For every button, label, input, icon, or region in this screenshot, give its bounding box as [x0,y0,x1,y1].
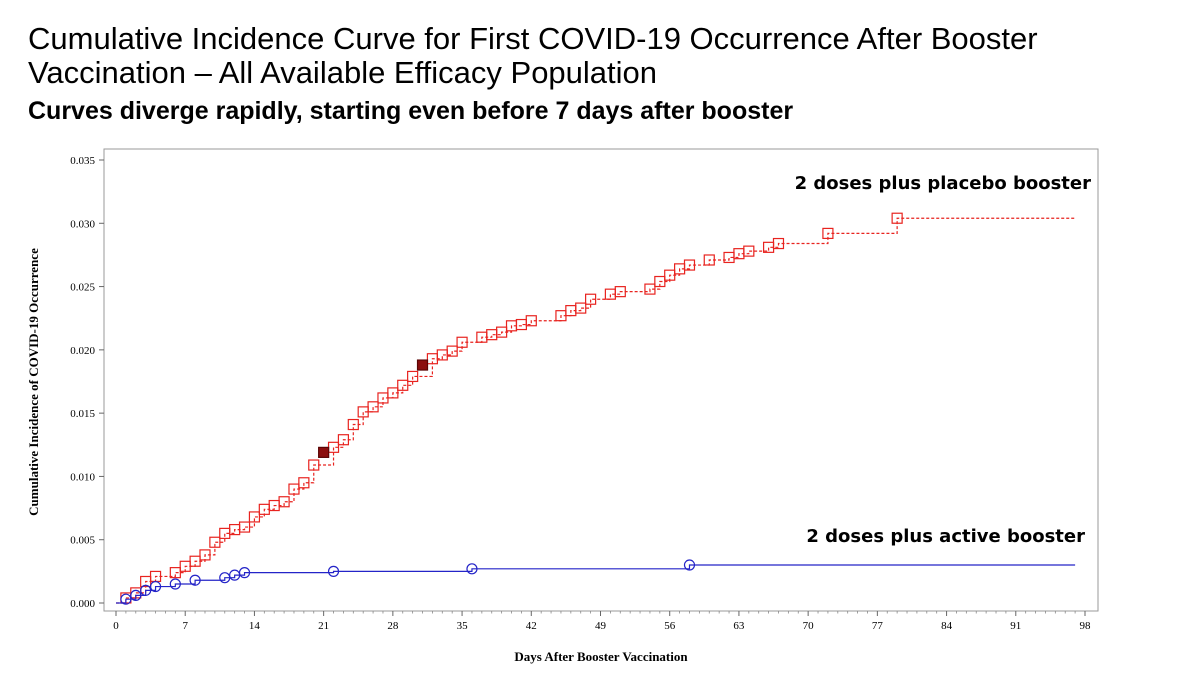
active-censor-marker [189,574,201,586]
placebo-censor-marker [703,254,715,266]
placebo-censor-marker [575,302,587,314]
x-tick-label: 42 [526,620,537,632]
y-tick-label: 0.020 [70,345,95,357]
y-tick-label: 0.005 [70,535,95,547]
x-tick-label: 56 [664,620,676,632]
placebo-censor-marker [308,459,320,471]
placebo-step-line [116,217,1076,604]
active-censor-marker [466,563,478,575]
y-tick-label: 0.035 [70,155,95,167]
placebo-censor-marker [387,387,399,399]
placebo-censor-marker [654,275,666,288]
x-tick-label: 7 [182,620,188,632]
series-layer [116,212,1076,605]
x-tick-label: 91 [1010,620,1021,632]
placebo-censor-marker [248,511,261,523]
axes-layer: 0 7 14 21 28 35 42 49 56 63 70 77 84 91 98 0.000 0.005 0.… [70,155,1091,632]
placebo-censor-marker [822,227,834,240]
placebo-censor-marker [337,434,350,446]
placebo-censor-marker [644,283,656,295]
placebo-highlighted-marker [416,359,429,371]
y-tick-label: 0.030 [70,218,95,230]
placebo-censor-marker [743,245,755,257]
placebo-censor-marker [664,269,676,281]
placebo-censor-marker [288,483,300,495]
placebo-censor-marker [189,555,201,567]
placebo-censor-marker [209,536,221,548]
placebo-censor-marker [347,418,359,431]
placebo-censor-marker [496,326,508,338]
active-series-label: 2 doses plus active booster [806,526,1085,547]
placebo-censor-marker [614,286,626,298]
placebo-censor-marker [367,401,379,413]
y-tick-label: 0.000 [70,598,95,610]
y-tick-label: 0.010 [70,471,95,483]
x-tick-label: 63 [733,620,745,632]
y-tick-label: 0.025 [70,282,95,294]
placebo-censor-marker [891,212,903,224]
placebo-series-label: 2 doses plus placebo booster [795,173,1092,194]
x-tick-label: 14 [249,620,261,632]
x-tick-label: 21 [318,620,329,632]
placebo-censor-marker [772,237,785,250]
placebo-censor-marker [397,379,409,391]
active-censor-marker [327,565,340,577]
placebo-censor-marker [238,521,251,533]
x-tick-label: 98 [1080,620,1092,632]
placebo-censor-marker [298,477,310,489]
active-censor-marker [130,589,142,602]
x-tick-label: 28 [387,620,399,632]
active-censor-marker [683,559,696,571]
chart-title: Cumulative Incidence Curve for First COV… [28,21,1038,90]
placebo-censor-marker [278,496,290,508]
placebo-censor-marker [683,259,696,271]
x-tick-label: 49 [595,620,607,632]
active-step-line [116,564,1076,604]
y-tick-label: 0.015 [70,408,95,420]
x-tick-label: 0 [113,620,119,632]
placebo-censor-marker [169,567,181,579]
placebo-highlighted-marker [318,446,330,458]
x-axis-title: Days After Booster Vaccination [514,649,688,664]
active-censor-marker [169,578,181,590]
active-censor-marker [140,584,152,596]
x-tick-label: 70 [803,620,815,632]
x-tick-label: 84 [941,620,953,632]
placebo-censor-marker [199,549,211,561]
placebo-censor-marker [456,336,468,348]
active-censor-marker [149,580,162,593]
x-tick-label: 35 [457,620,469,632]
placebo-censor-marker [525,315,537,327]
x-tick-label: 77 [872,620,884,632]
active-censor-marker [238,567,251,579]
placebo-censor-marker [585,293,597,305]
chart-subtitle: Curves diverge rapidly, starting even be… [28,97,794,125]
placebo-censor-marker [446,345,458,357]
y-axis-title: Cumulative Incidence of COVID-19 Occurre… [26,248,41,516]
active-censor-marker [120,593,132,605]
placebo-censor-marker [407,370,419,383]
